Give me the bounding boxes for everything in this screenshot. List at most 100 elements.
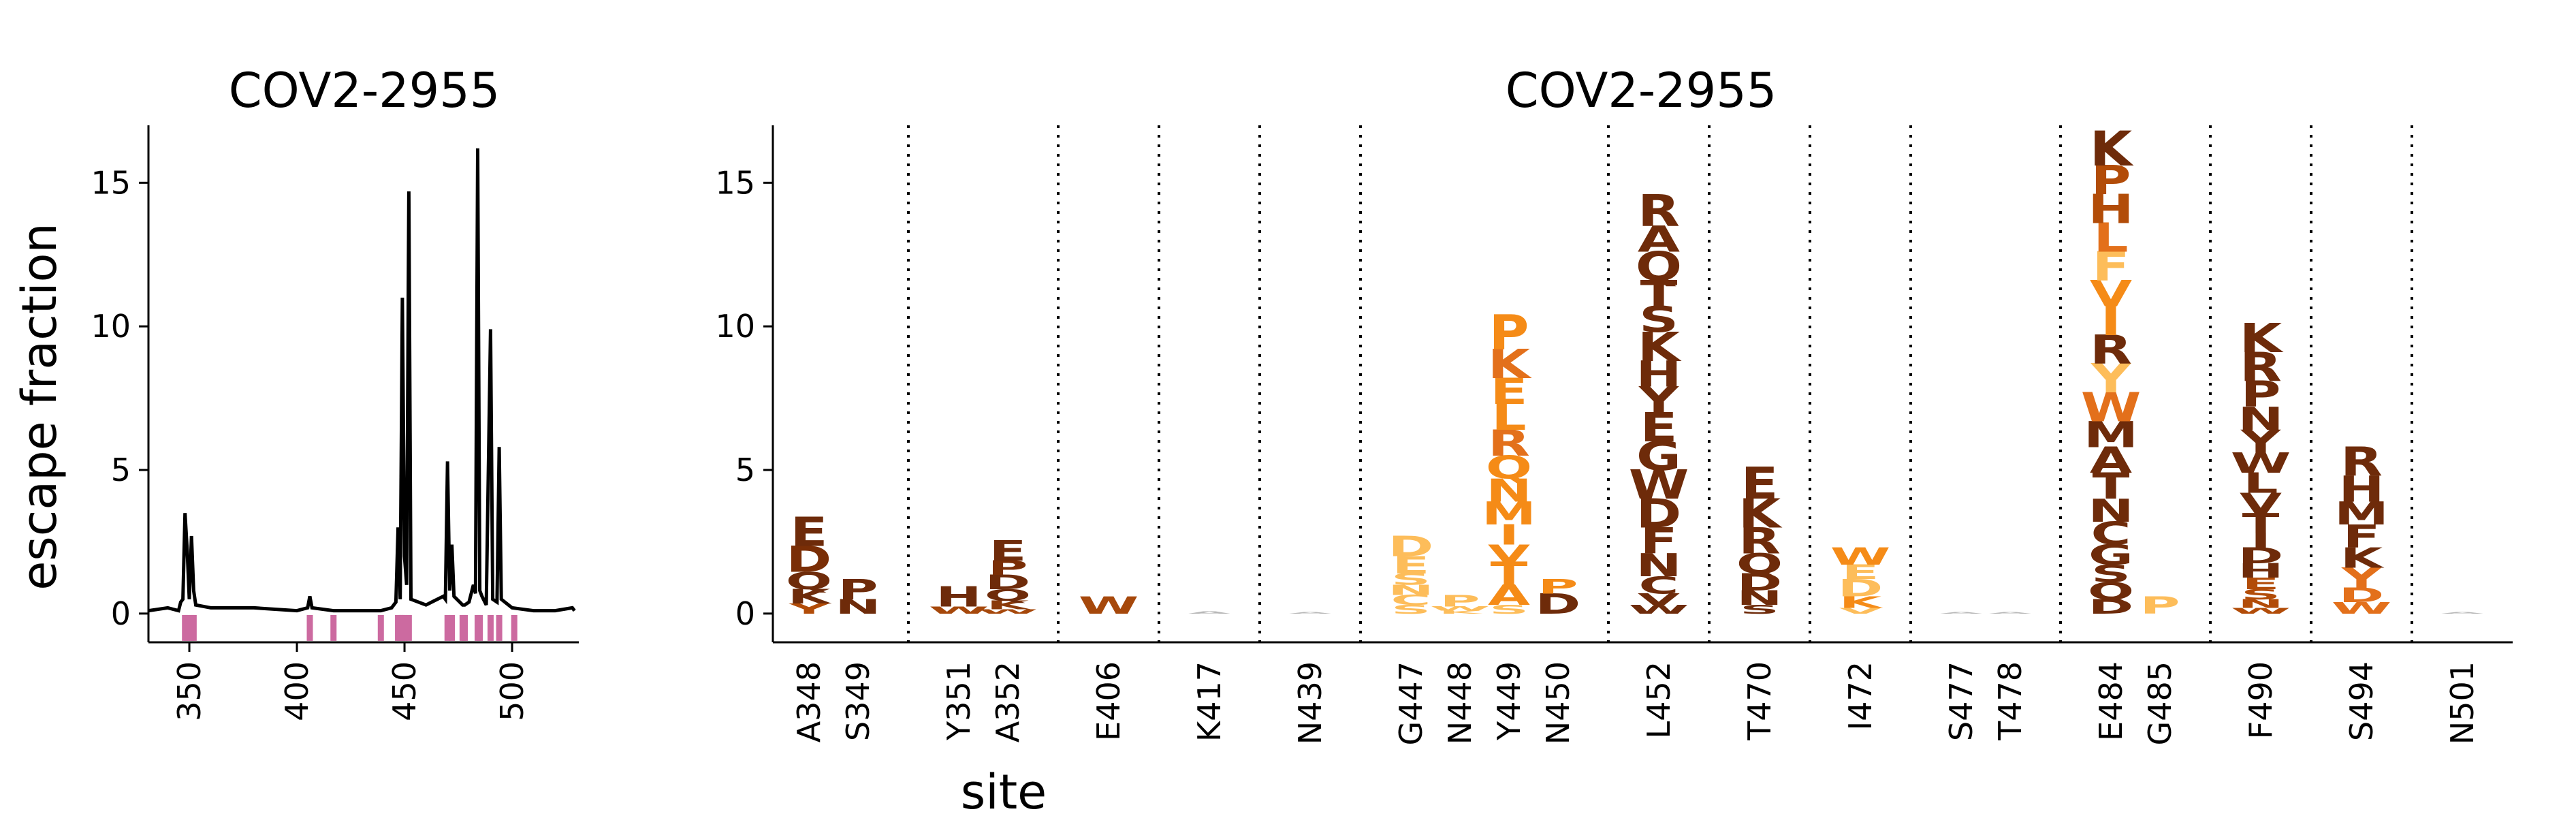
logo-letter: R [1738, 520, 1781, 562]
logo-letter: Y [1638, 380, 1679, 422]
logo-letter: W [1629, 462, 1689, 508]
logo-x-tick-label: G485 [2142, 661, 2178, 745]
logo-letter: M [2084, 414, 2138, 456]
logo-letter: Q [2088, 577, 2134, 605]
logo-letter: T [2093, 466, 2130, 507]
logo-letter: E [989, 535, 1027, 567]
logo-letter: D [1636, 490, 1682, 537]
logo-x-ticks: A348 S349 Y351 A352 E406 K417 N439 G447 N448 Y449… [791, 661, 2481, 745]
logo-letter: P [2140, 591, 2180, 619]
logo-letter: F [2093, 244, 2130, 290]
logo-letter: E [1741, 459, 1779, 509]
logo-letter: W [2332, 599, 2392, 617]
logo-x-tick-label: G447 [1393, 661, 1429, 745]
logo-x-tick-label: N450 [1540, 661, 1576, 744]
line-y-tick-label: 10 [91, 308, 131, 345]
logo-letter: C [1391, 592, 1431, 608]
logo-letter: D [2339, 584, 2385, 607]
logo-letter: D [2238, 544, 2284, 569]
logo-x-tick-label: T470 [1741, 661, 1778, 741]
logo-letter: M [2334, 495, 2389, 532]
logo-letter: Q [1486, 450, 1532, 486]
logo-letter: N [2238, 400, 2283, 437]
logo-letter: T [2242, 508, 2280, 540]
logo-x-tick-label: N501 [2444, 661, 2481, 744]
x-axis-label: site [961, 764, 1047, 820]
logo-letter: K [788, 586, 832, 609]
logo-letter: K [1439, 610, 1483, 615]
highlighted-site-marker [306, 614, 313, 641]
logo-letter: A [1940, 612, 1982, 614]
logo-letter: K [2090, 121, 2134, 177]
highlighted-site-marker [462, 614, 468, 641]
logo-letter: A [1989, 612, 2031, 614]
logo-letter: N [1736, 587, 1782, 610]
logo-letter: A [2090, 440, 2133, 482]
logo-letter: E [2242, 574, 2280, 593]
logo-letter: P [1440, 592, 1480, 610]
logo-letter: R [2240, 344, 2282, 390]
logo-letter: W [978, 608, 1038, 615]
logo-y-tick-label: 5 [735, 452, 755, 488]
logo-letter: S [2091, 560, 2131, 588]
logo-letter: N [1486, 473, 1531, 509]
logo-letter: G [1636, 433, 1681, 480]
logo-letter: I [2251, 529, 2271, 552]
highlighted-site-marker [330, 614, 337, 641]
logo-letter: R [1638, 186, 1680, 236]
logo-letter: F [2343, 518, 2381, 555]
logo-letter: V [1638, 590, 1680, 608]
logo-letter: S [1489, 603, 1529, 616]
logo-x-tick-label: L452 [1640, 661, 1677, 738]
logo-letter: S [1391, 570, 1431, 588]
logo-letter: W [1079, 591, 1139, 619]
logo-x-tick-label: S494 [2343, 661, 2380, 741]
logo-letter: K [1738, 490, 1783, 537]
logo-letter: N [835, 595, 880, 618]
line-y-ticks: 0 5 10 15 [91, 164, 148, 632]
logo-letter: H [2338, 469, 2384, 510]
logo-x-tick-label: S349 [840, 661, 876, 741]
logo-letter: W [2231, 447, 2291, 480]
line-x-tick-label: 400 [279, 661, 315, 721]
logo-letter: S [2241, 586, 2280, 603]
highlighted-site-markers [182, 614, 518, 641]
logo-letter: V [2090, 274, 2133, 315]
logo-letter: Y [2240, 424, 2282, 460]
logo-letter: W [1629, 603, 1689, 616]
logo-letter: P [988, 556, 1028, 580]
logo-letter: M [1482, 495, 1536, 532]
highlighted-site-marker [487, 614, 494, 641]
logo-letter: L [2243, 468, 2278, 500]
logo-letter: Q [1636, 244, 1682, 290]
logo-letter: V [2240, 488, 2282, 520]
logo-letter: K [2240, 315, 2284, 362]
logo-x-tick-label: E406 [1090, 661, 1127, 741]
logo-letter: P [2241, 374, 2281, 415]
highlighted-site-marker [405, 614, 412, 641]
logo-letter: D [1838, 574, 1883, 602]
logo-letter: N [2238, 597, 2283, 610]
logo-letter: A [1488, 580, 1530, 612]
logo-letter: K [1839, 593, 1883, 612]
logo-letter: E [791, 509, 828, 556]
logo-plot-title: COV2-2955 [1506, 63, 1777, 119]
line-x-tick-label: 500 [494, 661, 530, 721]
logo-letter: D [985, 571, 1031, 594]
logo-letter: L [1491, 397, 1526, 439]
y-axis-label: escape fraction [12, 223, 67, 591]
logo-letter: K [2340, 542, 2385, 574]
logo-letter: H [1636, 354, 1681, 396]
logo-letter: E [1393, 551, 1430, 579]
logo-x-tick-label: I472 [1842, 661, 1879, 730]
logo-letter: V [1488, 539, 1530, 567]
logo-letter: K [1638, 324, 1682, 371]
highlighted-site-marker [444, 614, 451, 641]
logo-letter: H [936, 581, 981, 613]
logo-letter: P [1489, 305, 1529, 361]
logo-letter: Y [2090, 356, 2132, 402]
logo-letter: P [1538, 576, 1578, 599]
logo-letter: S [1639, 300, 1679, 341]
